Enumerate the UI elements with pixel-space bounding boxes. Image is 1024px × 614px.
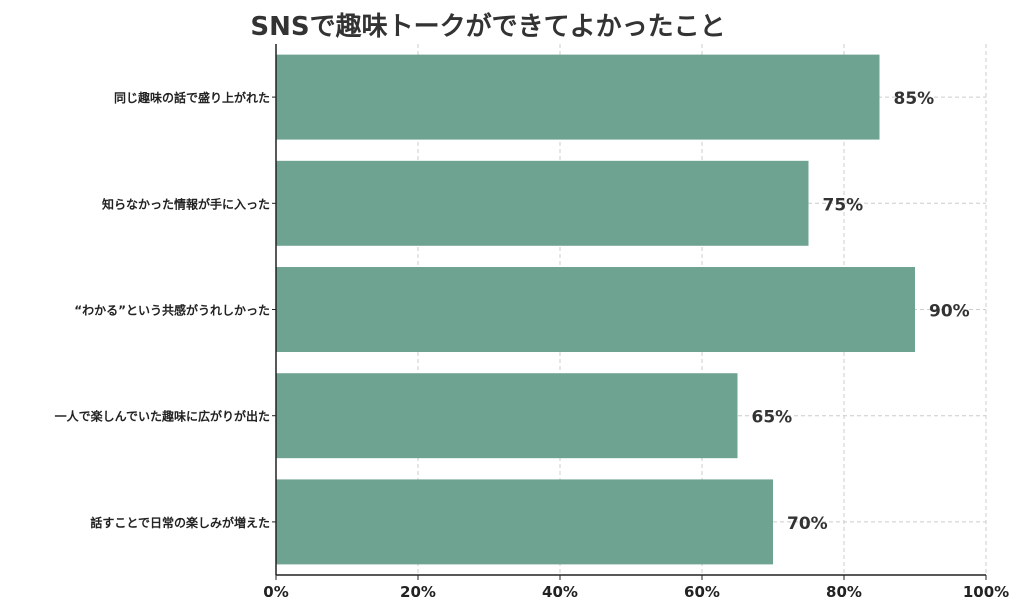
value-label-0: 85% — [894, 89, 935, 109]
bar-2 — [276, 267, 915, 352]
x-tick-label-100: 100% — [963, 583, 1009, 601]
value-label-2: 90% — [929, 302, 970, 322]
bar-0 — [276, 54, 880, 140]
x-tick-label-20: 20% — [400, 583, 436, 601]
category-label-3: 一人で楽しんでいた趣味に広がりが出た — [55, 409, 270, 424]
value-label-4: 70% — [787, 514, 828, 534]
label-layer: 85% 同じ趣味の話で盛り上がれた 75% 知らなかった情報が手に入った 90% “わかる… — [55, 89, 1010, 601]
bar-1 — [276, 160, 809, 246]
bar-4 — [276, 479, 773, 565]
value-label-1: 75% — [823, 195, 864, 215]
chart-title: SNSで趣味トークができてよかったこと — [250, 12, 726, 42]
axis-layer — [272, 44, 987, 580]
category-label-0: 同じ趣味の話で盛り上がれた — [114, 90, 270, 105]
x-tick-label-40: 40% — [542, 583, 578, 601]
x-tick-label-60: 60% — [684, 583, 720, 601]
category-label-1: 知らなかった情報が手に入った — [101, 196, 270, 211]
category-label-4: 話すことで日常の楽しみが増えた — [90, 515, 270, 530]
bar-layer — [276, 54, 915, 565]
bar-3 — [276, 373, 738, 459]
value-label-3: 65% — [752, 408, 793, 428]
x-tick-label-80: 80% — [826, 583, 862, 601]
x-tick-label-0: 0% — [263, 583, 288, 601]
category-label-2: “わかる”という共感がうれしかった — [74, 303, 270, 318]
